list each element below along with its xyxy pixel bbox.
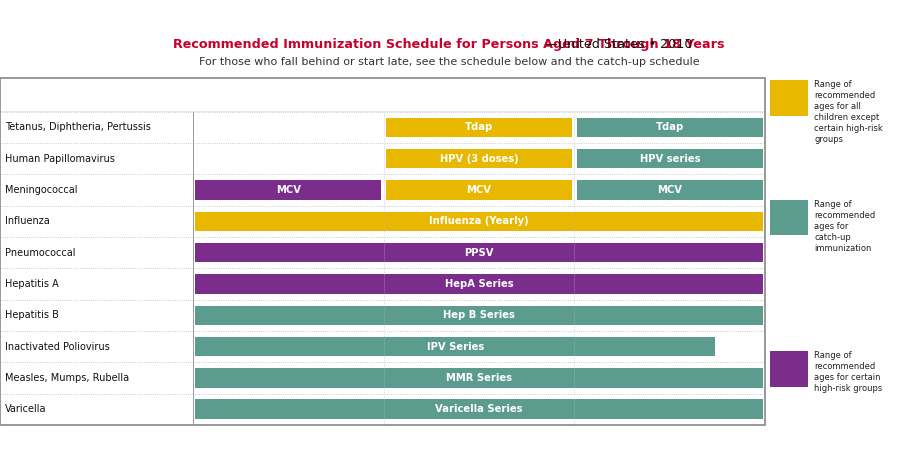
Text: Tetanus, Diphtheria, Pertussis: Tetanus, Diphtheria, Pertussis — [5, 123, 151, 133]
Text: Measles, Mumps, Rubella: Measles, Mumps, Rubella — [5, 373, 129, 383]
Text: HepA Series: HepA Series — [445, 279, 514, 289]
Text: Hepatitis A: Hepatitis A — [5, 279, 59, 289]
Bar — [770, 80, 807, 116]
Text: 13–18 years: 13–18 years — [630, 88, 709, 101]
Text: MCV: MCV — [657, 185, 682, 195]
Text: HPV (3 doses): HPV (3 doses) — [440, 154, 518, 164]
Bar — [196, 306, 762, 325]
Text: Range of
recommended
ages for
catch-up
immunization: Range of recommended ages for catch-up i… — [814, 200, 876, 253]
Text: IPV Series: IPV Series — [427, 341, 484, 352]
Bar — [577, 149, 762, 169]
Text: HPV series: HPV series — [639, 154, 700, 164]
Bar — [386, 118, 572, 137]
Text: Influenza (Yearly): Influenza (Yearly) — [429, 216, 529, 226]
Bar — [196, 212, 762, 231]
Bar — [386, 149, 572, 169]
Text: Source: American College of Nurse Practitioners © 2010 Elsevier Inc.: Source: American College of Nurse Practi… — [542, 433, 880, 443]
Bar — [386, 180, 572, 200]
Text: MMR Series: MMR Series — [446, 373, 512, 383]
Text: Range of
recommended
ages for all
children except
certain high-risk
groups: Range of recommended ages for all childr… — [814, 80, 883, 144]
Bar — [196, 274, 762, 294]
Text: MCV: MCV — [276, 185, 301, 195]
Text: Hepatitis B: Hepatitis B — [5, 310, 59, 320]
Bar — [196, 180, 382, 200]
Text: PPSV: PPSV — [464, 248, 494, 258]
Bar — [577, 180, 762, 200]
Text: Meningococcal: Meningococcal — [5, 185, 78, 195]
Text: Human Papillomavirus: Human Papillomavirus — [5, 154, 115, 164]
Text: Inactivated Poliovirus: Inactivated Poliovirus — [5, 341, 110, 352]
Text: Age ►: Age ► — [116, 90, 153, 100]
Text: Varicella: Varicella — [5, 404, 47, 414]
Text: 11–12 years: 11–12 years — [440, 88, 518, 101]
Text: —United States • 2010: —United States • 2010 — [206, 37, 692, 51]
Bar — [196, 368, 762, 387]
Text: Tdap: Tdap — [656, 123, 684, 133]
Text: Varicella Series: Varicella Series — [436, 404, 523, 414]
Text: Medscape: Medscape — [11, 5, 93, 21]
Text: Range of
recommended
ages for certain
high-risk groups: Range of recommended ages for certain hi… — [814, 351, 883, 393]
Text: Tdap: Tdap — [465, 123, 493, 133]
Text: Vaccine ▼: Vaccine ▼ — [29, 90, 89, 100]
Text: 7–10 years: 7–10 years — [253, 88, 324, 101]
Bar — [770, 200, 807, 235]
Text: Recommended Immunization Schedule for Persons Aged 7 Through 18 Years: Recommended Immunization Schedule for Pe… — [173, 37, 725, 51]
Bar — [196, 243, 762, 262]
Text: MCV: MCV — [467, 185, 491, 195]
Bar — [196, 400, 762, 419]
Text: Hep B Series: Hep B Series — [443, 310, 515, 320]
Bar — [196, 337, 715, 356]
Bar — [770, 351, 807, 387]
Text: Pneumococcal: Pneumococcal — [5, 248, 75, 258]
Bar — [577, 118, 762, 137]
Text: For those who fall behind or start late, see the schedule below and the catch-up: For those who fall behind or start late,… — [198, 57, 700, 67]
Text: Influenza: Influenza — [5, 216, 50, 226]
